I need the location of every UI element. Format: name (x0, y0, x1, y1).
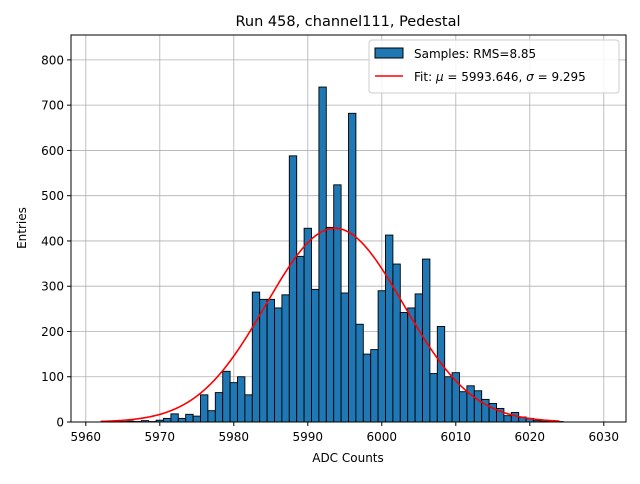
histogram-bar (267, 299, 274, 422)
histogram-bar (215, 393, 222, 422)
histogram-bar (378, 291, 385, 422)
x-axis-label: ADC Counts (312, 451, 384, 465)
x-tick-label: 5980 (219, 430, 250, 444)
histogram-bar (208, 411, 215, 422)
y-tick-label: 100 (41, 370, 64, 384)
histogram-bar (282, 295, 289, 422)
histogram-bar (252, 292, 259, 422)
histogram-bar (408, 308, 415, 422)
histogram-bar (445, 377, 452, 422)
histogram-bar (363, 354, 370, 422)
y-tick-label: 700 (41, 99, 64, 113)
x-tick-label: 6030 (589, 430, 620, 444)
y-tick-label: 500 (41, 189, 64, 203)
x-tick-label: 5960 (71, 430, 102, 444)
histogram-bar (238, 377, 245, 422)
histogram-bar (223, 371, 230, 422)
y-tick-label: 200 (41, 325, 64, 339)
histogram-bar (467, 386, 474, 422)
histogram-bar (297, 256, 304, 422)
histogram-bar (164, 418, 171, 422)
histogram-bar (504, 416, 511, 422)
histogram-bar (245, 395, 252, 422)
histogram-bar (356, 324, 363, 422)
histogram-bar (400, 312, 407, 422)
histogram-bar (326, 227, 333, 422)
legend: Samples: RMS=8.85 Fit: μ = 5993.646, σ =… (369, 40, 619, 93)
histogram-bar (349, 113, 356, 422)
histogram-bar (201, 395, 208, 422)
histogram-bar (260, 299, 267, 422)
y-tick-label: 300 (41, 280, 64, 294)
x-tick-label: 6000 (367, 430, 398, 444)
histogram-bar (319, 87, 326, 422)
x-tick-label: 5970 (145, 430, 176, 444)
histogram-bar (312, 289, 319, 422)
histogram-bar (371, 350, 378, 422)
y-axis-label: Entries (15, 207, 29, 249)
x-tick-label: 6020 (515, 430, 546, 444)
y-tick-label: 800 (41, 53, 64, 67)
histogram-bar (341, 293, 348, 422)
histogram-bar (415, 294, 422, 422)
histogram-bar (289, 156, 296, 422)
y-tick-label: 400 (41, 234, 64, 248)
histogram-bar (193, 416, 200, 422)
histogram-bar (460, 392, 467, 422)
histogram-bar (511, 412, 518, 422)
legend-label-samples: Samples: RMS=8.85 (414, 47, 536, 61)
chart-title: Run 458, channel111, Pedestal (235, 14, 460, 30)
histogram-bar (304, 228, 311, 422)
histogram-bar (334, 185, 341, 422)
histogram-bar (186, 414, 193, 422)
x-tick-label: 5990 (293, 430, 324, 444)
histogram-bar (171, 414, 178, 422)
histogram-bar (386, 235, 393, 422)
histogram-bar (474, 391, 481, 422)
legend-swatch-samples (375, 48, 403, 58)
x-tick-label: 6010 (441, 430, 472, 444)
histogram-bar (430, 374, 437, 422)
y-tick-label: 0 (56, 416, 64, 430)
histogram-bar (230, 383, 237, 422)
histogram-bar (178, 418, 185, 422)
y-tick-label: 600 (41, 144, 64, 158)
legend-label-fit: Fit: μ = 5993.646, σ = 9.295 (414, 70, 586, 84)
histogram-bar (437, 326, 444, 422)
histogram-bar (275, 308, 282, 422)
